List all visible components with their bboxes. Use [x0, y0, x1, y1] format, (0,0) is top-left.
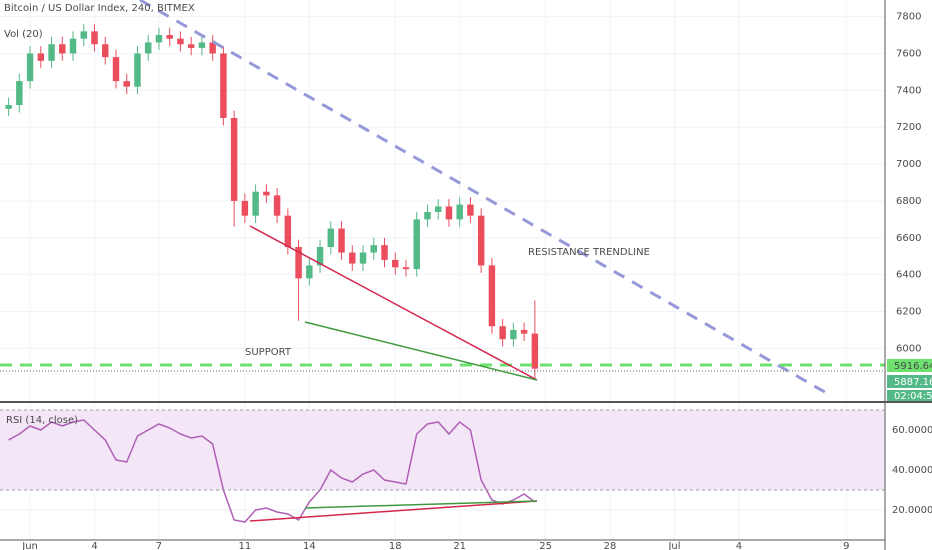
volume-label: Vol (20) — [4, 29, 43, 40]
x-tick-label: 9 — [843, 541, 849, 550]
rsi-band — [0, 410, 885, 490]
candle-body — [477, 215, 485, 266]
candle-body — [467, 204, 474, 216]
candle-body — [456, 204, 463, 220]
y-tick-label: 6600 — [896, 233, 921, 244]
candle-body — [370, 245, 377, 253]
annotation: RESISTANCE TRENDLINE — [528, 247, 650, 258]
x-tick-label: 25 — [539, 541, 552, 550]
candle-body — [241, 200, 249, 216]
y-tick-label: 6200 — [896, 307, 921, 318]
candle-body — [445, 206, 453, 220]
candle-body — [144, 42, 152, 54]
candle-body — [16, 81, 23, 106]
rsi-line — [8, 419, 536, 523]
candle-body — [69, 38, 77, 54]
candle-body — [263, 191, 270, 196]
price-tag-bg — [887, 390, 932, 401]
candle-body — [316, 247, 324, 266]
candle-body — [80, 31, 87, 39]
marks — [5, 23, 539, 523]
y-tick-label: 7600 — [896, 48, 921, 59]
candle-body — [434, 206, 442, 212]
y-tick-label: 7400 — [896, 85, 921, 96]
candle-body — [295, 247, 302, 279]
x-tick-label: 21 — [453, 541, 466, 550]
candle-body — [413, 219, 420, 270]
x-tick-label: 4 — [736, 541, 742, 550]
candle-body — [359, 252, 367, 264]
x-tick-label: 14 — [303, 541, 316, 550]
price-tag: 5887.16 — [894, 377, 932, 388]
y-tick-label: 20.0000 — [892, 505, 932, 516]
y-tick-label: 6000 — [896, 343, 921, 354]
price-trendline — [304, 321, 538, 381]
candle-body — [59, 44, 66, 54]
candle-body — [209, 42, 216, 54]
annotation: SUPPORT — [245, 347, 292, 358]
price-tag-bg — [887, 359, 932, 372]
candle-body — [134, 53, 141, 87]
candle-body — [349, 252, 356, 264]
y-tick-label: 60.0000 — [892, 425, 932, 436]
price-trendline — [249, 225, 538, 381]
x-tick-label: 28 — [604, 541, 617, 550]
candle-body — [284, 215, 292, 248]
y-tick-label: 7000 — [896, 159, 921, 170]
y-tick-label: 40.0000 — [892, 465, 932, 476]
y-tick-label: 6800 — [896, 196, 921, 207]
candle-body — [392, 259, 399, 268]
candle-body — [520, 329, 528, 334]
candle-body — [510, 329, 517, 340]
y-tick-label: 6400 — [896, 270, 921, 281]
candle-body — [499, 326, 506, 340]
rsi-trendline — [249, 500, 538, 522]
candle-body — [155, 35, 163, 43]
x-tick-label: 7 — [156, 541, 162, 550]
candle-body — [381, 245, 388, 260]
y-tick-label: 7800 — [896, 12, 921, 23]
candle-body — [402, 267, 410, 270]
price-tag-bg — [887, 375, 932, 388]
x-tick-label: 11 — [239, 541, 252, 550]
candle-body — [198, 42, 206, 48]
candle-body — [123, 81, 130, 87]
candle-body — [48, 44, 55, 61]
candle-body — [166, 35, 173, 39]
candle-body — [252, 191, 259, 216]
x-tick-label: Jun — [21, 541, 38, 550]
candle-body — [327, 228, 335, 248]
candle-body — [338, 228, 345, 253]
candle-body — [37, 53, 45, 61]
price-tag: 02:04:54 — [894, 391, 932, 402]
candle-body — [5, 105, 12, 109]
candle-body — [230, 117, 238, 201]
candle-body — [26, 53, 34, 82]
candle-body — [531, 333, 539, 369]
candle-body — [273, 195, 281, 216]
candle-body — [488, 265, 496, 327]
candle-body — [306, 265, 313, 279]
x-tick-label: 18 — [389, 541, 402, 550]
rsi-trendline — [304, 500, 538, 509]
candle-body — [112, 57, 120, 82]
x-tick-label: 4 — [91, 541, 97, 550]
candle-body — [177, 38, 184, 45]
candle-body — [102, 44, 109, 58]
candle-body — [220, 53, 227, 118]
y-tick-label: 7200 — [896, 122, 921, 133]
resistance-trendline — [139, 0, 831, 397]
candle-body — [187, 44, 195, 48]
candle-body — [91, 31, 98, 45]
chart-title: Bitcoin / US Dollar Index, 240, BITMEX — [4, 3, 195, 14]
candle-body — [424, 211, 431, 220]
rsi-title: RSI (14, close) — [6, 415, 78, 426]
price-tag: 5916.64 — [894, 361, 932, 372]
x-tick-label: Jul — [667, 541, 680, 550]
